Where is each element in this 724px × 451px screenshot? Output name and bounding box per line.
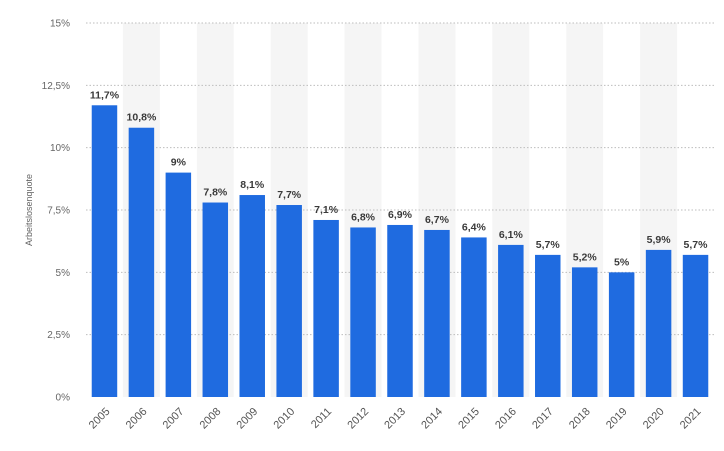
data-label: 5,7% <box>536 239 561 251</box>
bar <box>239 195 265 397</box>
data-labels: 11,7% 10,8% 9% 7,8% 8,1% 7,7% 7,1% 6,8% 6,9% 6,7%… <box>90 89 708 268</box>
x-tick-label: 2007 <box>161 406 187 432</box>
data-label: 6,8% <box>351 211 376 223</box>
data-label: 10,8% <box>127 112 157 124</box>
y-tick-label: 7,5% <box>47 206 70 217</box>
y-tick-label: 2,5% <box>47 330 70 341</box>
bar <box>91 105 118 397</box>
x-tick-label: 2012 <box>345 406 371 432</box>
data-label: 6,7% <box>425 214 450 226</box>
y-axis-title: Arbeitslosenquote <box>24 174 34 246</box>
bar <box>128 127 155 397</box>
x-tick-label: 2008 <box>198 406 224 432</box>
data-label: 5,2% <box>573 251 598 263</box>
x-tick-label: 2021 <box>678 406 704 432</box>
data-label: 6,1% <box>499 229 524 241</box>
x-tick-label: 2005 <box>87 406 113 432</box>
bar <box>350 227 376 397</box>
data-label: 5,7% <box>684 239 709 251</box>
data-label: 8,1% <box>240 179 265 191</box>
bar <box>461 237 487 397</box>
bar <box>498 244 524 397</box>
x-tick-label: 2014 <box>419 406 445 432</box>
bar <box>276 205 302 397</box>
bar <box>535 254 561 397</box>
bar <box>682 254 709 397</box>
x-axis-ticks: 2005 2006 2007 2008 2009 2010 2011 2012 2013 2014… <box>87 406 704 432</box>
x-tick-label: 2019 <box>604 406 630 432</box>
bar <box>165 172 192 397</box>
bar <box>387 224 413 397</box>
x-tick-label: 2018 <box>567 406 593 432</box>
x-tick-label: 2015 <box>456 406 482 432</box>
y-tick-label: 10% <box>50 143 70 154</box>
data-label: 5% <box>614 256 630 268</box>
bar <box>424 229 450 397</box>
y-tick-label: 15% <box>50 19 70 30</box>
bar <box>608 272 635 397</box>
data-label: 6,9% <box>388 209 413 221</box>
x-tick-label: 2017 <box>530 406 556 432</box>
data-label: 11,7% <box>90 89 120 101</box>
x-tick-label: 2009 <box>235 406 261 432</box>
x-tick-label: 2006 <box>124 406 150 432</box>
bar <box>313 219 339 397</box>
bar <box>202 202 229 397</box>
y-tick-label: 12,5% <box>42 81 70 92</box>
x-tick-label: 2011 <box>309 406 334 431</box>
x-tick-label: 2013 <box>382 406 408 432</box>
y-axis-ticks: 0% 2,5% 5% 7,5% 10% 12,5% 15% <box>42 19 70 404</box>
data-label: 7,8% <box>203 187 228 199</box>
y-tick-label: 5% <box>56 268 71 279</box>
data-label: 5,9% <box>647 234 672 246</box>
data-label: 7,1% <box>314 204 339 216</box>
bars <box>91 105 709 397</box>
bar <box>645 249 672 397</box>
x-tick-label: 2016 <box>493 406 519 432</box>
data-label: 6,4% <box>462 221 487 233</box>
bar <box>571 267 598 397</box>
x-tick-label: 2020 <box>641 406 667 432</box>
data-label: 9% <box>171 157 187 169</box>
y-tick-label: 0% <box>56 393 71 404</box>
x-tick-label: 2010 <box>271 406 297 432</box>
data-label: 7,7% <box>277 189 302 201</box>
